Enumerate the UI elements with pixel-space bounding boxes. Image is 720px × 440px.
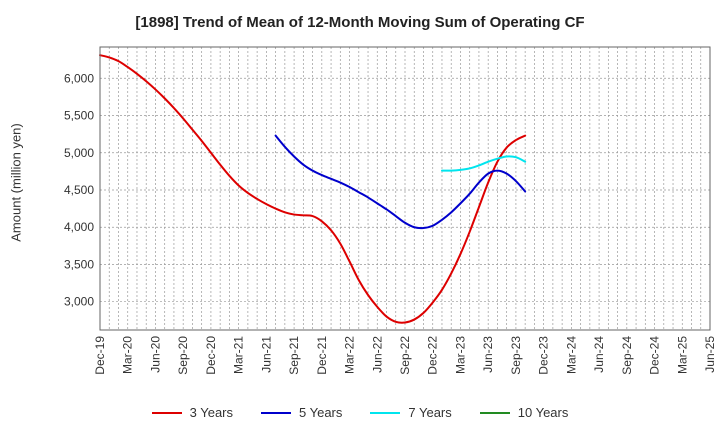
legend-swatch — [370, 411, 401, 414]
x-tick-label: Jun-23 — [481, 336, 495, 373]
x-tick-label: Mar-25 — [675, 336, 689, 374]
series-line-7-years — [440, 155, 527, 172]
series-line-5-years — [274, 134, 527, 230]
x-tick-label: Sep-24 — [620, 336, 634, 375]
x-tick-label: Jun-24 — [592, 336, 606, 373]
x-tick-label: Mar-23 — [453, 336, 467, 374]
legend-item-3-years: 3 Years — [151, 405, 233, 420]
legend-label: 7 Years — [408, 405, 452, 420]
x-tick-label: Mar-20 — [121, 336, 135, 374]
legend-swatch — [151, 411, 182, 414]
x-tick-label: Mar-21 — [232, 336, 246, 374]
x-tick-label: Dec-19 — [93, 336, 107, 375]
y-tick-label: 3,500 — [64, 257, 94, 271]
x-tick-label: Sep-23 — [509, 336, 523, 375]
legend-label: 10 Years — [517, 405, 569, 420]
legend-label: 5 Years — [299, 405, 343, 420]
y-tick-label: 3,000 — [64, 295, 94, 309]
x-tick-label: Dec-21 — [315, 336, 329, 375]
x-tick-label: Dec-24 — [648, 336, 662, 375]
legend-item-7-years: 7 Years — [370, 405, 452, 420]
chart-title: [1898] Trend of Mean of 12-Month Moving … — [135, 14, 585, 31]
legend-swatch — [261, 411, 291, 414]
legend-swatch — [479, 411, 510, 414]
x-tick-label: Sep-20 — [176, 336, 190, 375]
x-tick-label: Mar-22 — [343, 336, 357, 374]
x-tick-label: Sep-22 — [398, 336, 412, 375]
x-tick-label: Dec-20 — [204, 336, 218, 375]
y-tick-label: 5,000 — [64, 146, 94, 160]
x-tick-label: Dec-23 — [537, 336, 551, 375]
x-tick-label: Dec-22 — [426, 336, 440, 375]
x-tick-label: Mar-24 — [564, 336, 578, 374]
series-line-3-years — [99, 54, 527, 324]
x-tick-label: Jun-25 — [703, 336, 717, 373]
y-tick-label: 6,000 — [64, 71, 94, 85]
x-tick-label: Jun-20 — [148, 336, 162, 373]
y-tick-label: 5,500 — [64, 109, 94, 123]
plot-frame — [99, 46, 711, 331]
legend-item-5-years: 5 Years — [261, 405, 342, 420]
x-tick-label: Jun-21 — [259, 336, 273, 373]
x-tick-label: Sep-21 — [287, 336, 301, 375]
legend: 3 Years 5 Years 7 Years 10 Years — [0, 405, 720, 420]
legend-item-10-years: 10 Years — [479, 405, 569, 420]
y-tick-label: 4,000 — [64, 220, 94, 234]
y-tick-label: 4,500 — [64, 183, 94, 197]
legend-label: 3 Years — [189, 405, 233, 420]
x-tick-label: Jun-22 — [370, 336, 384, 373]
